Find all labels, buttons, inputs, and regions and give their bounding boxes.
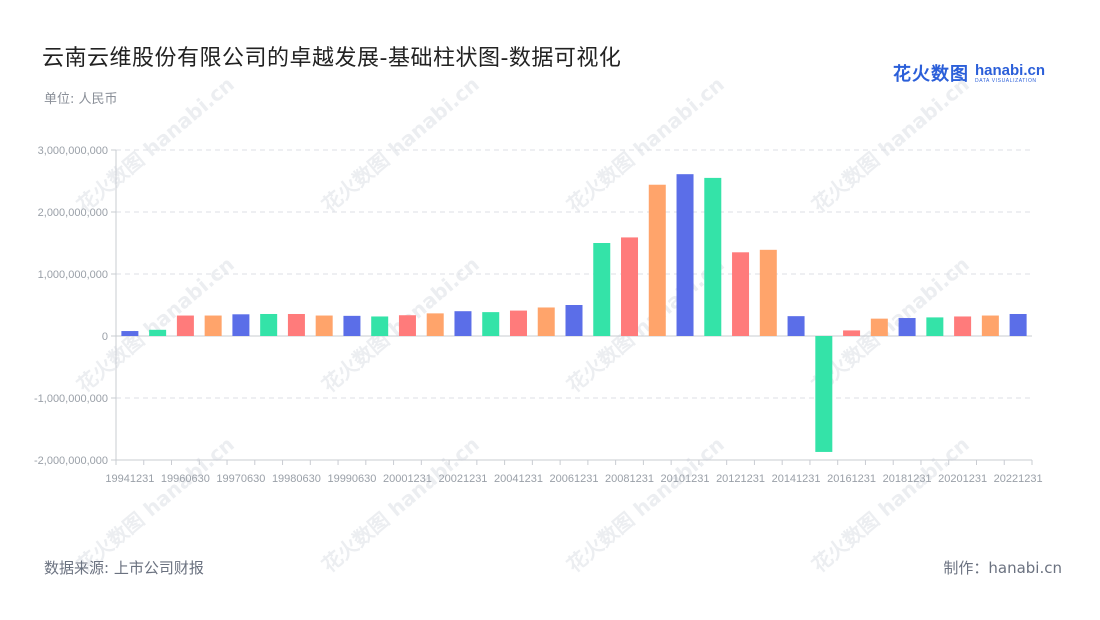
bars	[121, 174, 1027, 452]
bar-19980630	[287, 313, 305, 336]
x-tick-label: 20121231	[716, 473, 765, 485]
y-tick-label: -2,000,000,000	[34, 455, 108, 467]
x-axis: 19941231 19960630 19970630 19980630 19990630…	[105, 459, 1043, 485]
bar-20001231	[398, 315, 416, 336]
y-tick-label: 1,000,000,000	[38, 269, 108, 281]
x-tick-label: 19970630	[216, 473, 265, 485]
bar-20111231	[704, 177, 722, 336]
x-tick-label: 20161231	[827, 473, 876, 485]
bar-20031231	[482, 312, 500, 336]
x-tick-label: 20201231	[938, 473, 987, 485]
x-tick-label: 20101231	[661, 473, 710, 485]
bar-19951231	[149, 329, 167, 336]
y-tick-label: 2,000,000,000	[38, 207, 108, 219]
x-tick-label: 19980630	[272, 473, 321, 485]
bar-19981231	[315, 315, 333, 336]
bar-20181231	[898, 318, 916, 336]
bar-20191231	[926, 317, 944, 336]
x-tick-label: 20001231	[383, 473, 432, 485]
x-tick-label: 20181231	[883, 473, 932, 485]
logo-en-text: hanabi.cn	[975, 61, 1046, 79]
bar-20121231	[732, 252, 750, 336]
chart-title: 云南云维股份有限公司的卓越发展-基础柱状图-数据可视化	[42, 46, 622, 71]
y-axis-ticks: 3,000,000,000 2,000,000,000 1,000,000,000 0…	[34, 145, 116, 467]
unit-label: 单位: 人民币	[44, 92, 118, 107]
bar-20101231	[676, 174, 694, 336]
bar-20221231	[1009, 313, 1027, 336]
data-source: 数据来源: 上市公司财报	[44, 559, 204, 577]
y-tick-label: 0	[102, 331, 108, 343]
bar-20151231	[815, 336, 833, 452]
bar-20131231	[759, 249, 777, 336]
bar-20011231	[426, 313, 444, 336]
bar-20021231	[454, 311, 472, 336]
bar-20081231	[621, 237, 639, 336]
watermark: 花火数图 hanabi.cn	[807, 432, 974, 577]
y-tick-label: 3,000,000,000	[38, 145, 108, 157]
watermark: 花火数图 hanabi.cn	[807, 72, 974, 217]
x-tick-label: 20061231	[550, 473, 599, 485]
y-tick-label: -1,000,000,000	[34, 393, 108, 405]
x-tick-label: 19990630	[327, 473, 376, 485]
bar-20051231	[537, 307, 555, 336]
logo-en-block: hanabi.cn DATA VISUALIZATION	[975, 63, 1045, 84]
x-tick-label: 19960630	[161, 473, 210, 485]
x-tick-label: 20141231	[772, 473, 821, 485]
bar-19971231	[260, 313, 278, 336]
bar-19970630	[232, 314, 250, 336]
bar-19960630	[176, 315, 194, 336]
bar-20041231	[509, 310, 527, 336]
hanabi-logo: 花火数图 hanabi.cn DATA VISUALIZATION	[893, 60, 1045, 86]
x-tick-label: 19941231	[105, 473, 154, 485]
watermark: 花火数图 hanabi.cn	[317, 432, 484, 577]
bar-20091231	[648, 184, 666, 336]
bar-19990630	[343, 315, 361, 336]
logo-sub-text: DATA VISUALIZATION	[975, 77, 1037, 84]
bar-19961231	[204, 315, 222, 336]
bar-20061231	[565, 305, 583, 336]
x-tick-label: 20021231	[438, 473, 487, 485]
bar-19991231	[371, 316, 389, 336]
credit: 制作：hanabi.cn	[943, 559, 1062, 577]
logo-cn-text: 花火数图	[893, 64, 969, 85]
bar-20071231	[593, 243, 611, 336]
bar-19941231	[121, 331, 139, 336]
bar-20171231	[870, 318, 888, 336]
x-tick-label: 20041231	[494, 473, 543, 485]
bar-20211231	[981, 315, 999, 336]
watermark: 花火数图 hanabi.cn	[72, 432, 239, 577]
bar-20161231	[843, 330, 861, 336]
x-tick-label: 20221231	[994, 473, 1043, 485]
x-tick-label: 20081231	[605, 473, 654, 485]
bar-20201231	[954, 316, 972, 336]
watermark: 花火数图 hanabi.cn	[562, 72, 729, 217]
bar-20141231	[787, 316, 805, 336]
watermark: 花火数图 hanabi.cn	[317, 72, 484, 217]
watermark: 花火数图 hanabi.cn	[562, 432, 729, 577]
